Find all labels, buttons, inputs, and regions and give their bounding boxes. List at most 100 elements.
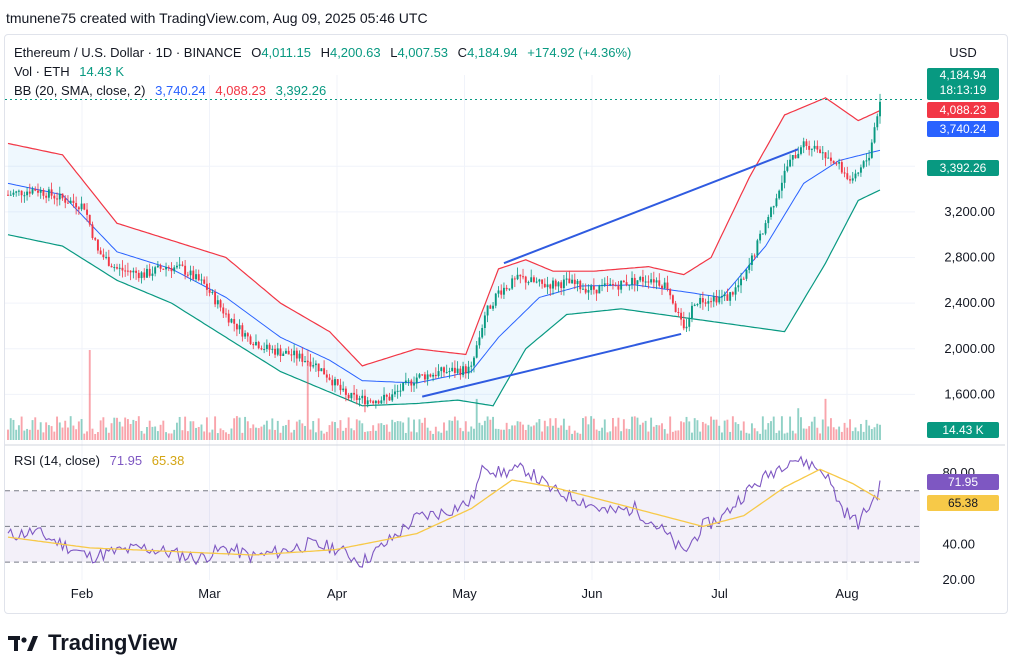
candle-body — [173, 267, 176, 272]
volume-bar — [317, 418, 320, 440]
volume-bar — [492, 416, 495, 440]
volume-bar — [524, 429, 527, 440]
candle-body — [680, 312, 683, 320]
volume-bar — [413, 419, 415, 440]
volume-bar — [571, 433, 574, 440]
volume-bar — [369, 431, 372, 440]
volume-bar — [410, 431, 413, 440]
candle-body — [426, 374, 429, 380]
candle-body — [195, 274, 197, 280]
bollinger-upper-line — [7, 97, 881, 367]
bb-label[interactable]: BB (20, SMA, close, 2) — [14, 83, 146, 98]
trendline — [421, 332, 682, 398]
candle-body — [388, 396, 391, 401]
candle-body — [745, 269, 748, 279]
candle-body — [707, 301, 710, 304]
volume-bar — [418, 419, 421, 440]
volume-bar — [233, 418, 236, 440]
candle-body — [227, 313, 230, 323]
candle-body — [126, 270, 129, 272]
volume-bar — [126, 419, 129, 440]
currency-selector[interactable]: USD — [949, 45, 977, 60]
rsi-ma-value: 65.38 — [151, 453, 185, 468]
volume-bar — [211, 429, 214, 440]
volume-bar — [429, 430, 432, 440]
volume-bar — [775, 432, 778, 440]
volume-bar — [91, 428, 94, 440]
candle-body — [314, 363, 317, 366]
candle-body — [238, 325, 241, 330]
candle-body — [214, 292, 217, 305]
candle-body — [91, 224, 94, 239]
volume-bar — [443, 422, 445, 440]
candle-body — [838, 162, 841, 164]
symbol-legend: Ethereum / U.S. Dollar · 1D · BINANCE O4… — [14, 45, 631, 60]
volume-bar — [704, 423, 707, 440]
candle-body — [268, 344, 271, 350]
volume-label[interactable]: Vol · ETH — [14, 64, 70, 79]
rsi-label[interactable]: RSI (14, close) — [14, 453, 100, 468]
volume-bar — [388, 431, 391, 440]
volume-bar — [783, 433, 786, 440]
volume-bar — [17, 425, 20, 440]
volume-bar — [249, 428, 252, 440]
volume-bar — [290, 432, 293, 440]
candle-body — [50, 189, 53, 196]
volume-bar — [560, 425, 563, 440]
volume-bar — [45, 422, 48, 440]
volume-bar — [118, 421, 121, 440]
symbol-name[interactable]: Ethereum / U.S. Dollar · 1D · BINANCE — [14, 45, 242, 60]
volume-bar — [671, 431, 674, 440]
candle-body — [617, 285, 620, 290]
volume-bar — [325, 431, 328, 440]
volume-bar — [225, 432, 227, 440]
candle-body — [282, 353, 285, 356]
candle-body — [750, 255, 753, 265]
volume-bar — [184, 416, 187, 440]
candle-body — [742, 278, 745, 280]
candle-body — [203, 279, 206, 284]
candle-body — [636, 280, 639, 285]
volume-bar — [614, 426, 617, 440]
volume-bar — [366, 431, 369, 440]
candle-body — [808, 145, 811, 150]
volume-bar — [742, 421, 745, 440]
volume-bar — [726, 419, 729, 440]
candle-body — [96, 239, 99, 251]
volume-bar — [42, 432, 45, 440]
volume-bar — [37, 429, 39, 440]
candle-body — [797, 153, 800, 159]
candle-body — [647, 281, 650, 283]
volume-bar — [748, 433, 751, 440]
candle-body — [216, 300, 219, 305]
candle-body — [641, 276, 644, 282]
candle-body — [230, 319, 233, 323]
candle-body — [255, 341, 257, 346]
volume-bar — [271, 418, 274, 440]
volume-bar — [323, 433, 326, 440]
volume-bar — [628, 429, 631, 440]
volume-bar — [178, 416, 181, 440]
candle-body — [249, 336, 252, 344]
candle-body — [99, 250, 102, 255]
volume-value: 14.43 K — [79, 64, 125, 79]
volume-bar — [456, 420, 459, 440]
volume-bar — [53, 431, 56, 440]
volume-bar — [415, 432, 418, 440]
volume-bar — [83, 433, 86, 440]
candle-body — [756, 240, 759, 256]
volume-bar — [631, 416, 633, 440]
candle-body — [39, 190, 42, 193]
rsi-ma-line — [7, 468, 881, 556]
candle-body — [17, 190, 20, 192]
candle-body — [320, 368, 323, 372]
volume-bar — [595, 429, 598, 440]
volume-bar — [227, 433, 230, 440]
candle-body — [445, 372, 448, 374]
candle-body — [857, 172, 860, 174]
candle-body — [688, 317, 691, 327]
tradingview-brand[interactable]: TradingView — [8, 630, 177, 656]
volume-bar — [582, 418, 584, 440]
candle-body — [61, 193, 64, 199]
